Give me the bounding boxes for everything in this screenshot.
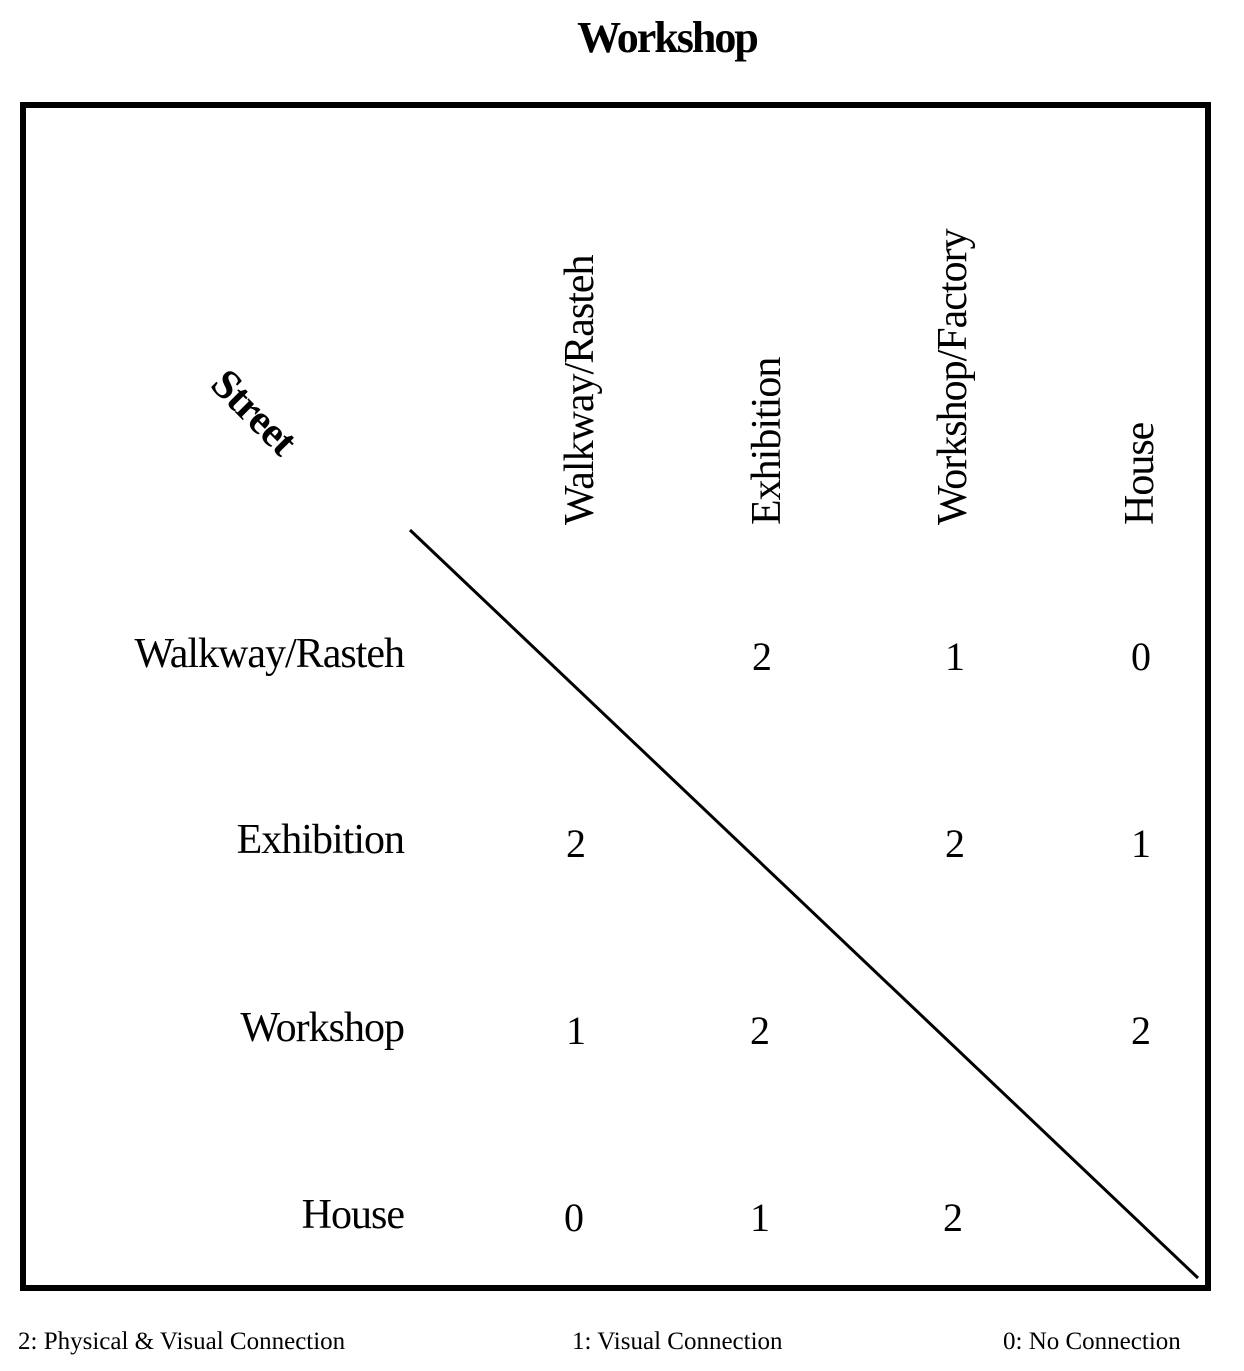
column-header-exhibition: Exhibition	[744, 357, 790, 525]
diagram-title: Workshop	[577, 13, 759, 62]
matrix-cell: 0	[564, 1195, 584, 1240]
legend-none: 0: No Connection	[1003, 1328, 1181, 1355]
matrix-cell: 2	[566, 821, 586, 866]
row-header-workshop: Workshop	[240, 1005, 405, 1051]
column-header-workshop-factory: Workshop/Factory	[930, 229, 976, 525]
column-header-walkway: Walkway/Rasteh	[557, 255, 603, 525]
column-header-house: House	[1117, 422, 1163, 525]
matrix-frame	[20, 102, 1211, 1291]
matrix-cell: 1	[750, 1195, 770, 1240]
matrix-cell: 2	[945, 821, 965, 866]
matrix-cell: 1	[566, 1008, 586, 1053]
matrix-cell: 0	[1131, 634, 1151, 679]
legend-visual: 1: Visual Connection	[572, 1328, 783, 1355]
legend-physical-visual: 2: Physical & Visual Connection	[18, 1328, 346, 1355]
row-header-house: House	[301, 1192, 405, 1238]
matrix-cell: 2	[1131, 1008, 1151, 1053]
matrix-cell: 2	[750, 1008, 770, 1053]
matrix-cell: 2	[943, 1195, 963, 1240]
matrix-cell: 1	[945, 634, 965, 679]
row-header-walkway: Walkway/Rasteh	[134, 631, 405, 677]
matrix-cell: 1	[1131, 821, 1151, 866]
row-header-exhibition: Exhibition	[236, 817, 405, 863]
matrix-cell: 2	[752, 634, 772, 679]
